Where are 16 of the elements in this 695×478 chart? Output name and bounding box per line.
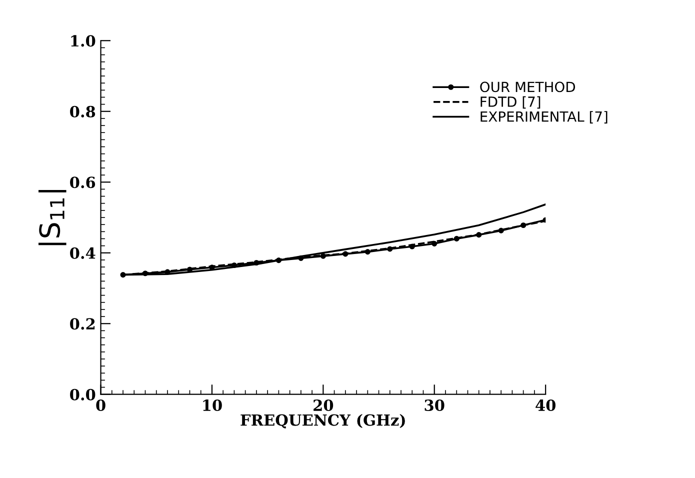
y-tick-label: 1.0 [71, 35, 96, 47]
x-tick-label: 40 [536, 399, 556, 412]
legend-label: OUR METHOD [480, 82, 576, 92]
x-tick-label: 0 [96, 399, 106, 412]
x-tick-label: 10 [203, 399, 222, 412]
y-tick-label: 0.4 [70, 247, 96, 259]
legend-label: FDTD [7] [480, 96, 540, 109]
legend-label: EXPERIMENTAL [7] [480, 111, 608, 124]
y-tick-label: 0.0 [70, 388, 96, 400]
x-tick-label: 20 [314, 399, 334, 412]
y-axis-title: |S$_{11}$| [38, 190, 66, 246]
x-axis-title: FREQUENCY (GHz) [240, 414, 405, 428]
y-tick-label: 0.2 [70, 318, 95, 330]
y-tick-label: 0.8 [70, 106, 96, 118]
y-tick-label: 0.6 [70, 176, 96, 188]
x-tick-label: 30 [424, 399, 444, 412]
